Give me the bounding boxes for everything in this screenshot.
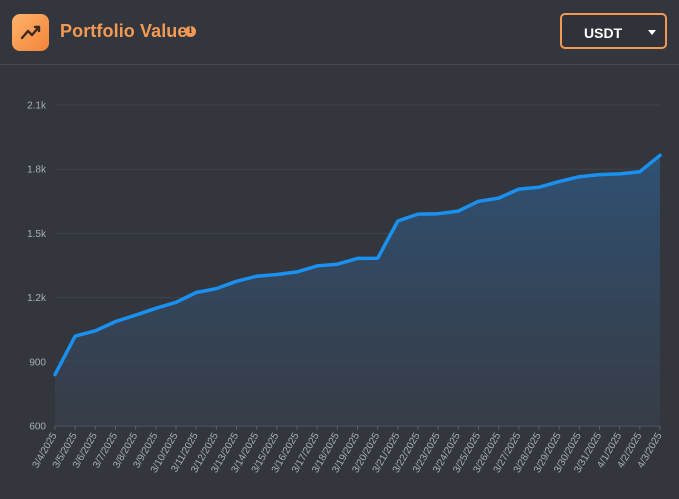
y-tick-label: 900 — [29, 357, 46, 368]
chevron-down-icon — [648, 30, 656, 35]
trend-line-icon — [12, 14, 49, 51]
info-icon[interactable]: i — [185, 26, 196, 37]
series-line — [53, 153, 662, 377]
y-tick-label: 1.8k — [27, 165, 47, 176]
y-tick-label: 1.5k — [27, 229, 47, 240]
y-tick-label: 600 — [29, 422, 46, 433]
y-tick-label: 1.2k — [27, 293, 47, 304]
currency-select[interactable]: USDT — [560, 13, 667, 49]
currency-select-value: USDT — [584, 25, 623, 41]
card-header: Portfolio Value i USDT — [0, 0, 679, 65]
page-title: Portfolio Value — [60, 21, 188, 41]
y-tick-label: 2.1k — [27, 101, 47, 112]
series-area — [55, 155, 660, 427]
